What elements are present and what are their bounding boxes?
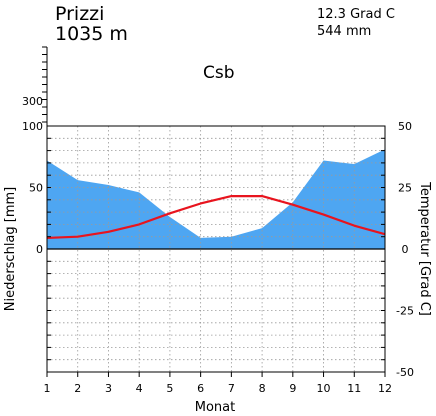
x-axis-label: Monat [195, 400, 235, 415]
right-tick-label: 0 [402, 243, 409, 256]
climate-class: Csb [203, 63, 235, 83]
x-tick-label: 9 [289, 382, 296, 395]
right-axis-label: Temperatur [Grad C] [417, 181, 432, 316]
x-tick-label: 7 [228, 382, 235, 395]
x-tick-label: 4 [136, 382, 143, 395]
x-tick-label: 12 [378, 382, 392, 395]
x-tick-label: 11 [347, 382, 361, 395]
x-tick-label: 3 [105, 382, 112, 395]
left-tick-label: 50 [29, 182, 43, 195]
annual-precipitation: 544 mm [317, 24, 371, 39]
x-tick-label: 2 [74, 382, 81, 395]
right-tick-label: 25 [398, 182, 412, 195]
left-tick-label: 0 [36, 243, 43, 256]
x-tick-label: 10 [317, 382, 331, 395]
plot-axes [46, 125, 386, 377]
x-tick-label: 5 [166, 382, 173, 395]
left-tick-label: 300 [22, 95, 43, 108]
right-tick-label: -50 [396, 366, 414, 379]
temperature-polyline [46, 195, 386, 240]
right-tick-label: 50 [398, 120, 412, 133]
x-tick-label: 1 [44, 382, 51, 395]
station-elevation: 1035 m [55, 23, 128, 45]
left-axis-label: Niederschlag [mm] [3, 187, 18, 312]
right-tick-label: -25 [396, 305, 414, 318]
x-tick-label: 8 [259, 382, 266, 395]
annual-temperature: 12.3 Grad C [317, 7, 395, 22]
station-name: Prizzi [55, 3, 104, 25]
x-tick-label: 6 [197, 382, 204, 395]
left-tick-label: 100 [22, 120, 43, 133]
upper-precip-axis [42, 46, 48, 126]
